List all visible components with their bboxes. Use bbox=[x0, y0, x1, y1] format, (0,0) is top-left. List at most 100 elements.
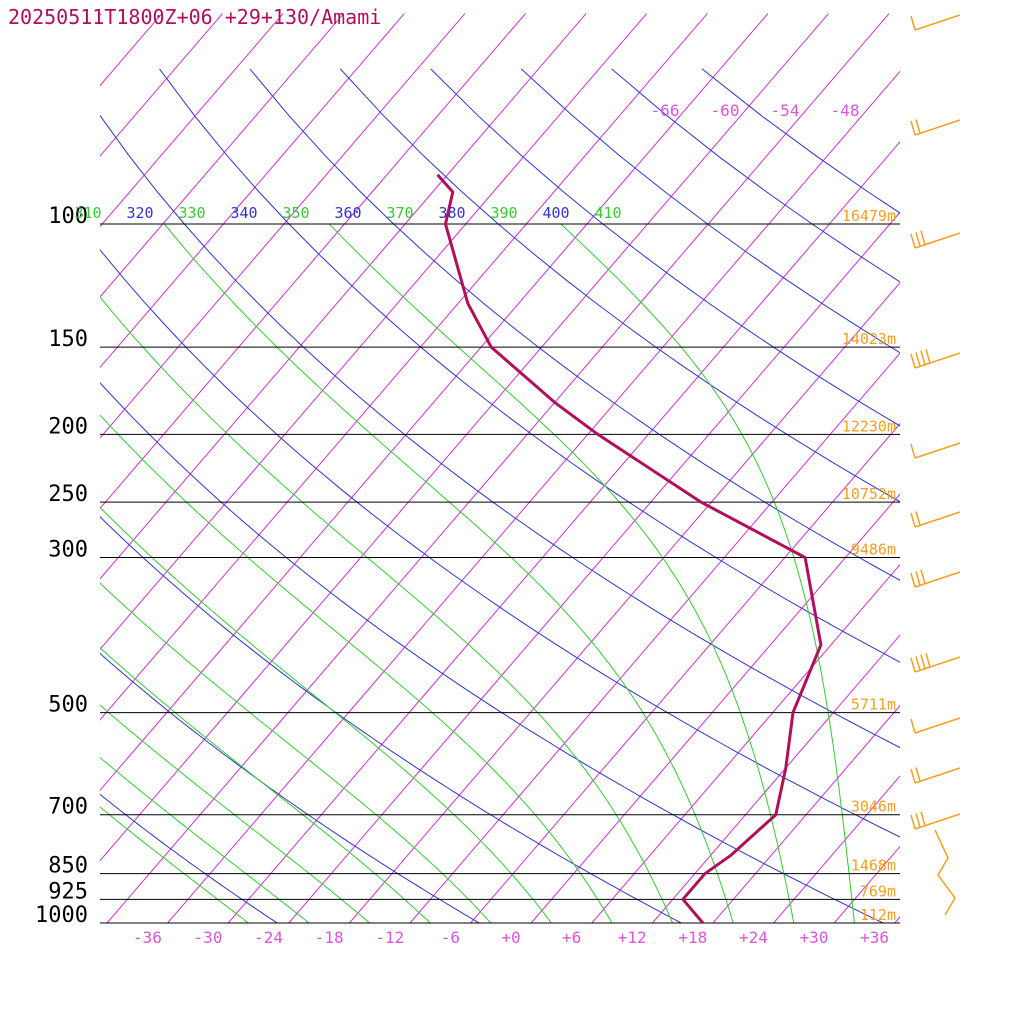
isotherm bbox=[100, 13, 466, 439]
temperature-tick-label: +12 bbox=[618, 928, 647, 947]
wind-barbs bbox=[910, 14, 961, 916]
isotherm bbox=[227, 141, 900, 923]
height-label: 16479m bbox=[842, 207, 896, 225]
theta-label: 400 bbox=[542, 204, 569, 222]
legend: 20250511T1800Z+06 +29+130/Amami bbox=[8, 5, 381, 29]
isotherm bbox=[100, 13, 345, 298]
pressure-label: 200 bbox=[48, 414, 88, 439]
temperature-tick-label: +36 bbox=[860, 928, 889, 947]
wind-barb bbox=[910, 652, 961, 673]
isobar-lines bbox=[100, 223, 900, 924]
wind-barb bbox=[910, 14, 961, 31]
dry-adiabat bbox=[249, 68, 900, 581]
isotherm-lines bbox=[0, 13, 1024, 923]
dry-adiabat bbox=[100, 382, 884, 923]
theta-label: 350 bbox=[282, 204, 309, 222]
wind-barb bbox=[910, 348, 961, 369]
isotherm bbox=[1016, 14, 1024, 923]
wind-barb bbox=[910, 569, 961, 588]
isotherm bbox=[167, 70, 900, 923]
isotherm bbox=[100, 13, 587, 580]
isotherm bbox=[409, 352, 900, 923]
upper-temperature-tick-label: -54 bbox=[771, 101, 800, 120]
pressure-label: 250 bbox=[48, 482, 88, 507]
dry-adiabat bbox=[100, 652, 480, 923]
height-label: 112m bbox=[860, 906, 896, 924]
isotherm bbox=[773, 775, 900, 923]
moist-adiabat bbox=[100, 296, 674, 923]
isotherm bbox=[100, 13, 708, 721]
wind-barb bbox=[910, 119, 961, 136]
isotherm bbox=[652, 634, 900, 923]
dry-adiabat bbox=[100, 114, 900, 749]
moist-adiabat-lines bbox=[100, 223, 855, 923]
isotherm bbox=[530, 493, 900, 923]
temperature-tick-label: +6 bbox=[562, 928, 581, 947]
theta-label: 370 bbox=[386, 204, 413, 222]
upper-temperature-tick-label: -60 bbox=[711, 101, 740, 120]
dry-adiabat bbox=[100, 516, 682, 923]
height-label: 5711m bbox=[851, 696, 896, 714]
dry-adiabat bbox=[159, 68, 900, 663]
temperature-tick-label: -30 bbox=[194, 928, 223, 947]
dry-adiabat-lines bbox=[100, 68, 900, 923]
height-label: 12230m bbox=[842, 417, 896, 435]
theta-label: 390 bbox=[490, 204, 517, 222]
theta-label: 320 bbox=[126, 204, 153, 222]
pressure-label: 100 bbox=[48, 204, 88, 229]
dry-adiabat bbox=[100, 793, 278, 923]
moist-adiabat bbox=[163, 223, 734, 923]
temperature-tick-label: -24 bbox=[254, 928, 283, 947]
isotherm bbox=[591, 563, 900, 923]
isotherm bbox=[712, 704, 900, 923]
theta-label: 310 bbox=[74, 204, 101, 222]
isotherm bbox=[894, 916, 900, 923]
theta-label: 410 bbox=[594, 204, 621, 222]
sounding-lines bbox=[436, 173, 823, 923]
isotherm bbox=[106, 13, 890, 923]
isotherm bbox=[100, 13, 163, 87]
pressure-label: 500 bbox=[48, 693, 88, 718]
temperature-tick-label: -6 bbox=[441, 928, 460, 947]
temperature-tick-label: +18 bbox=[678, 928, 707, 947]
temperature-tick-label: -12 bbox=[375, 928, 404, 947]
dry-adiabat bbox=[339, 68, 900, 503]
theta-label: 340 bbox=[230, 204, 257, 222]
pressure-label: 150 bbox=[48, 327, 88, 352]
isotherm bbox=[0, 14, 41, 923]
isotherm bbox=[100, 13, 769, 791]
height-label: 3046m bbox=[851, 798, 896, 816]
temperature-tick-label: +30 bbox=[800, 928, 829, 947]
isotherm bbox=[100, 13, 102, 16]
temperature-tick-label: -36 bbox=[133, 928, 162, 947]
isotherm bbox=[100, 13, 405, 369]
isotherm bbox=[100, 13, 284, 228]
wind-barb bbox=[910, 230, 961, 249]
wind-barb bbox=[934, 829, 956, 916]
legend-entry: 20250511T1800Z+06 +29+130/Amami bbox=[8, 5, 382, 29]
height-label: 10752m bbox=[842, 485, 896, 503]
wind-barb bbox=[910, 717, 961, 734]
dry-adiabat bbox=[100, 248, 900, 838]
moist-adiabat bbox=[100, 756, 310, 923]
moist-adiabat bbox=[100, 806, 249, 923]
height-label: 769m bbox=[860, 882, 896, 900]
theta-label: 330 bbox=[178, 204, 205, 222]
isotherm bbox=[955, 14, 1024, 923]
axis-labels: 100 16479m 150 14023m 200 12230m 250 10752m 300 9… bbox=[35, 101, 896, 947]
wind-barb bbox=[910, 767, 961, 784]
dry-adiabat bbox=[520, 68, 900, 354]
isotherm bbox=[288, 211, 900, 923]
isotherm bbox=[470, 422, 900, 923]
height-label: 14023m bbox=[842, 330, 896, 348]
wind-barb bbox=[910, 442, 961, 459]
isotherm bbox=[100, 13, 829, 862]
wind-barb bbox=[910, 811, 961, 830]
pressure-label: 700 bbox=[48, 795, 88, 820]
pressure-label: 1000 bbox=[35, 903, 88, 928]
pressure-label: 925 bbox=[48, 879, 88, 904]
isotherm bbox=[100, 13, 648, 651]
pressure-label: 300 bbox=[48, 538, 88, 563]
isotherm bbox=[833, 845, 900, 923]
